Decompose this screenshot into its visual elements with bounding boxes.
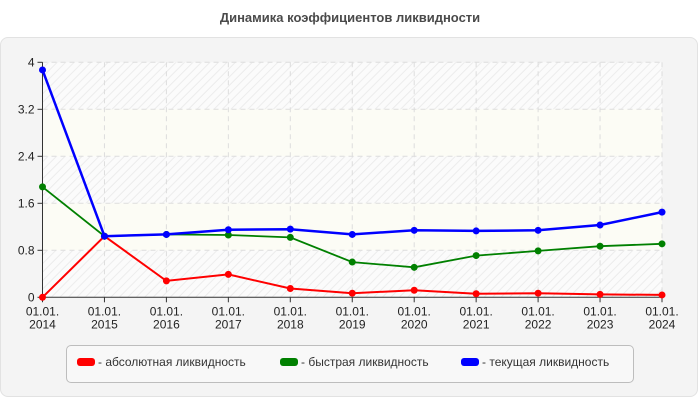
y-tick-label: 1.6 [18, 196, 35, 210]
x-tick-label: 01.01. [274, 304, 307, 318]
x-tick-label: 01.01. [645, 304, 678, 318]
data-point [224, 231, 232, 239]
x-tick-label: 01.01. [459, 304, 492, 318]
x-tick-label: 2014 [29, 317, 56, 331]
data-point [534, 247, 542, 255]
x-tick-label: 2022 [525, 317, 552, 331]
x-tick-label: 01.01. [336, 304, 369, 318]
data-point [39, 293, 46, 301]
data-point [224, 226, 232, 234]
x-tick-label: 2020 [401, 317, 428, 331]
data-point [286, 284, 294, 292]
data-point [472, 290, 480, 298]
x-tick-label: 2019 [339, 317, 366, 331]
data-point [286, 225, 294, 233]
legend-swatch-green [280, 358, 298, 366]
grid-lines [42, 61, 663, 298]
data-point [534, 289, 542, 297]
x-tick-label: 2021 [463, 317, 490, 331]
x-tick-label: 2015 [91, 317, 118, 331]
data-point [596, 290, 604, 298]
data-series [39, 66, 666, 301]
data-point [348, 289, 356, 297]
x-tick-label: 01.01. [521, 304, 554, 318]
legend-label: - текущая ликвидность [482, 355, 610, 369]
data-point [596, 242, 604, 250]
data-point [100, 232, 108, 240]
y-tick-label: 4 [28, 55, 35, 69]
chart-title: Динамика коэффициентов ликвидности [219, 10, 481, 25]
data-point [410, 226, 418, 234]
x-tick-label: 2023 [587, 317, 614, 331]
data-point [534, 226, 542, 234]
y-tick-label: 3.2 [18, 102, 35, 116]
data-point [410, 263, 418, 271]
legend-label: - абсолютная ликвидность [98, 355, 246, 369]
y-tick-label: 0 [28, 290, 35, 304]
data-point [39, 183, 46, 191]
x-tick-label: 2016 [153, 317, 180, 331]
x-tick-label: 01.01. [150, 304, 183, 318]
data-point [162, 230, 170, 238]
x-tick-label: 01.01. [212, 304, 245, 318]
data-point [348, 258, 356, 266]
data-point [658, 240, 666, 248]
data-point [658, 291, 666, 299]
data-point [658, 208, 666, 216]
x-tick-label: 2018 [277, 317, 304, 331]
legend-item-quick: - быстрая ликвидность [280, 355, 429, 369]
y-tick-label: 2.4 [18, 149, 35, 163]
data-point [472, 252, 480, 260]
x-tick-label: 2017 [215, 317, 242, 331]
legend-item-absolute: - абсолютная ликвидность [77, 355, 246, 369]
data-point [286, 233, 294, 241]
legend-label: - быстрая ликвидность [301, 355, 429, 369]
x-tick-label: 01.01. [88, 304, 121, 318]
x-tick-label: 01.01. [26, 304, 59, 318]
x-tick-label: 2024 [649, 317, 676, 331]
data-point [162, 277, 170, 285]
data-point [348, 230, 356, 238]
x-tick-label: 01.01. [398, 304, 431, 318]
legend-item-current: - текущая ликвидность [461, 355, 609, 369]
legend-swatch-blue [461, 358, 479, 366]
data-point [472, 227, 480, 235]
legend-swatch-red [77, 358, 95, 366]
data-point [224, 270, 232, 278]
axes: 00.81.62.43.2401.01.201401.01.201501.01.… [18, 55, 679, 331]
data-point [39, 66, 46, 74]
x-tick-label: 01.01. [583, 304, 616, 318]
data-point [596, 221, 604, 229]
y-tick-label: 0.8 [18, 243, 35, 257]
legend: - абсолютная ликвидность - быстрая ликви… [66, 345, 634, 383]
data-point [410, 286, 418, 294]
